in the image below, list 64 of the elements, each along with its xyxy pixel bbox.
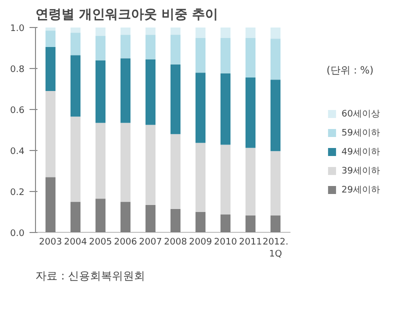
bar <box>220 38 230 74</box>
bar <box>196 72 206 143</box>
x-tick-label: 2006 <box>114 238 138 248</box>
bar <box>220 144 230 214</box>
bar <box>270 38 280 80</box>
y-tick-label: 0.8 <box>10 65 25 75</box>
bar <box>146 34 156 60</box>
x-tick-label: 2010 <box>214 238 238 248</box>
text: (단위 : %) <box>326 64 375 77</box>
bar <box>270 80 280 152</box>
bar <box>196 28 206 38</box>
bar <box>146 124 156 205</box>
bar <box>246 38 256 78</box>
bar <box>70 116 80 202</box>
x-tick-label: 2003 <box>39 238 62 248</box>
bar <box>46 28 56 31</box>
bar <box>96 36 106 60</box>
bar <box>96 60 106 123</box>
x-tick-label: 2007 <box>139 238 162 248</box>
y-tick-label: 0.6 <box>10 106 25 116</box>
x-tick-label: 2012. 1Q <box>262 238 288 260</box>
bar <box>120 122 130 202</box>
x-tick-label: 2004 <box>64 238 88 248</box>
legend-label: 49세이하 <box>342 146 380 158</box>
bar <box>170 64 180 134</box>
text: 1.0 <box>10 24 25 34</box>
bar <box>146 28 156 35</box>
bar <box>196 142 206 212</box>
text: 0.0 <box>10 229 25 239</box>
text: 자료 : 신용회복위원회 <box>36 270 146 282</box>
y-tick-label: 0.2 <box>10 188 25 198</box>
legend-label: 39세이하 <box>342 165 380 177</box>
bar <box>246 148 256 216</box>
x-tick-label: 2005 <box>89 238 112 248</box>
bar <box>96 28 106 36</box>
bar <box>220 28 230 38</box>
bar <box>246 78 256 148</box>
bar <box>220 73 230 145</box>
bar <box>170 28 180 35</box>
bar <box>170 34 180 64</box>
bar <box>120 58 130 123</box>
bar <box>70 55 80 117</box>
legend-label: 60세이상 <box>342 108 380 120</box>
x-tick-label: 2009 <box>189 238 212 248</box>
chart-title: 연령별 개인워크아웃 비중 추이 <box>36 8 218 22</box>
bar <box>246 28 256 38</box>
bar <box>70 32 80 56</box>
bar <box>196 38 206 73</box>
bar <box>270 151 280 216</box>
bar <box>46 30 56 47</box>
bar <box>170 134 180 209</box>
bar <box>120 34 130 58</box>
y-tick-label: 0.4 <box>10 147 25 157</box>
legend-label: 29세이하 <box>342 184 380 196</box>
bar <box>70 28 80 33</box>
x-tick-label: 2008 <box>164 238 188 248</box>
bar <box>96 122 106 199</box>
bar <box>120 28 130 35</box>
legend-label: 59세이하 <box>342 127 380 139</box>
bar <box>146 59 156 125</box>
bar <box>46 46 56 92</box>
bar <box>270 28 280 39</box>
bar <box>46 91 56 178</box>
x-tick-label: 2011 <box>239 238 262 248</box>
